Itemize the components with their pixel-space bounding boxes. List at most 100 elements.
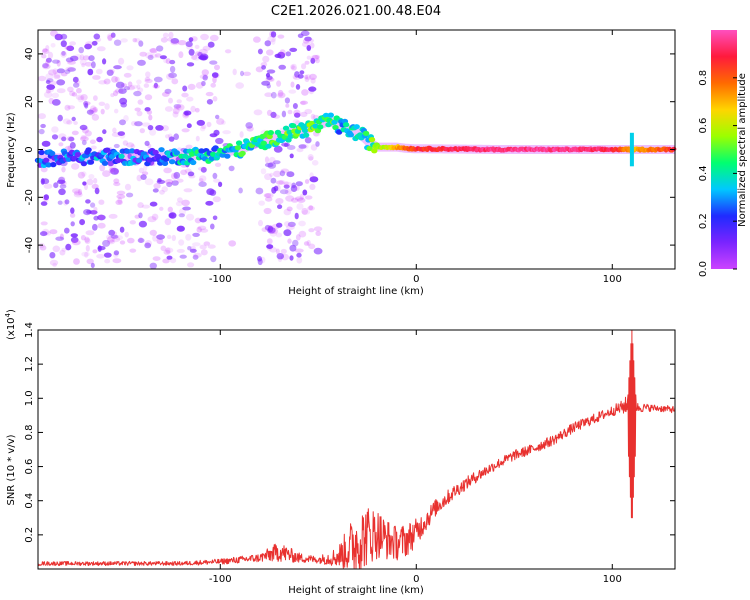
spectrogram-x-ticks: -100 0 100: [209, 30, 622, 285]
noise-point: [59, 184, 67, 189]
noise-point: [307, 38, 314, 43]
spectrogram-ridge: [34, 112, 677, 168]
noise-point: [84, 238, 91, 245]
noise-point: [287, 221, 296, 228]
noise-point: [269, 77, 275, 82]
noise-point: [162, 32, 169, 38]
noise-point: [104, 259, 111, 264]
noise-point: [82, 181, 87, 186]
noise-point: [58, 188, 66, 196]
noise-point: [200, 126, 206, 132]
noise-point: [153, 76, 163, 83]
ridge-point: [239, 150, 246, 156]
noise-point: [113, 143, 120, 149]
noise-point: [73, 82, 80, 88]
noise-point: [262, 55, 270, 63]
noise-point: [97, 222, 106, 229]
noise-point: [255, 187, 264, 195]
noise-point: [127, 237, 135, 244]
noise-point: [61, 166, 66, 173]
noise-point: [278, 64, 287, 70]
noise-point: [309, 176, 319, 183]
noise-point: [91, 114, 100, 121]
noise-point: [266, 244, 274, 250]
noise-point: [86, 178, 94, 186]
noise-point: [55, 236, 65, 241]
noise-point: [168, 97, 173, 104]
colorbar: 0.0 0.2 0.4 0.6 0.8 Normalized spectral ampl…: [698, 30, 748, 277]
noise-point: [106, 33, 114, 40]
noise-point: [111, 236, 121, 243]
noise-point: [165, 58, 171, 65]
noise-point: [166, 234, 172, 240]
noise-point: [51, 99, 61, 106]
noise-point: [113, 182, 121, 187]
noise-point: [289, 255, 294, 261]
noise-point: [107, 239, 115, 245]
noise-point: [144, 242, 152, 249]
noise-point: [110, 32, 116, 38]
ridge-point: [85, 147, 92, 153]
noise-point: [161, 125, 169, 132]
ridge-point: [128, 148, 136, 154]
noise-point: [275, 198, 284, 205]
ridge-point: [212, 145, 219, 151]
y-tick-label: -20: [24, 189, 35, 205]
noise-point: [93, 206, 98, 213]
noise-point: [162, 258, 170, 264]
noise-point: [46, 84, 56, 90]
noise-point: [308, 156, 314, 161]
noise-point: [43, 183, 53, 189]
noise-point: [80, 136, 89, 142]
noise-point: [302, 189, 308, 196]
noise-point: [187, 171, 195, 177]
noise-point: [73, 190, 83, 196]
noise-point: [91, 61, 96, 69]
noise-point: [283, 184, 290, 189]
noise-point: [294, 248, 304, 253]
noise-point: [183, 188, 193, 193]
noise-point: [79, 58, 87, 66]
noise-point: [59, 249, 66, 256]
noise-point: [61, 247, 67, 252]
noise-point: [273, 185, 279, 192]
noise-point: [99, 164, 106, 172]
noise-point: [147, 216, 157, 223]
noise-point: [179, 254, 187, 259]
noise-point: [308, 73, 317, 80]
y-tick-label: 1.2: [24, 356, 35, 372]
noise-point: [301, 210, 311, 215]
noise-point: [270, 177, 277, 184]
ridge-point: [74, 152, 82, 158]
noise-point: [136, 84, 141, 90]
noise-point: [96, 253, 105, 259]
noise-point: [200, 33, 209, 41]
y-tick-label: 0.4: [24, 493, 35, 509]
noise-point: [49, 229, 58, 235]
noise-point: [137, 87, 144, 93]
noise-point: [301, 63, 307, 70]
noise-point: [69, 41, 76, 46]
noise-point: [221, 120, 226, 125]
noise-point: [149, 201, 158, 207]
ridge-point: [266, 133, 273, 140]
noise-point: [80, 94, 88, 101]
noise-point: [207, 244, 216, 249]
snr-frame: [37, 329, 676, 570]
noise-point: [89, 139, 96, 145]
noise-point: [113, 90, 119, 97]
noise-point: [273, 145, 283, 153]
noise-point: [137, 99, 144, 105]
noise-point: [136, 79, 142, 85]
noise-point: [281, 110, 287, 118]
noise-point: [71, 163, 80, 170]
ridge-point: [234, 145, 242, 151]
noise-point: [188, 48, 195, 56]
ridge-point: [87, 159, 95, 165]
noise-point: [161, 91, 170, 97]
noise-point: [267, 227, 276, 234]
noise-point: [284, 97, 290, 104]
noise-point: [120, 38, 128, 43]
noise-point: [215, 114, 220, 120]
noise-point: [296, 252, 302, 258]
